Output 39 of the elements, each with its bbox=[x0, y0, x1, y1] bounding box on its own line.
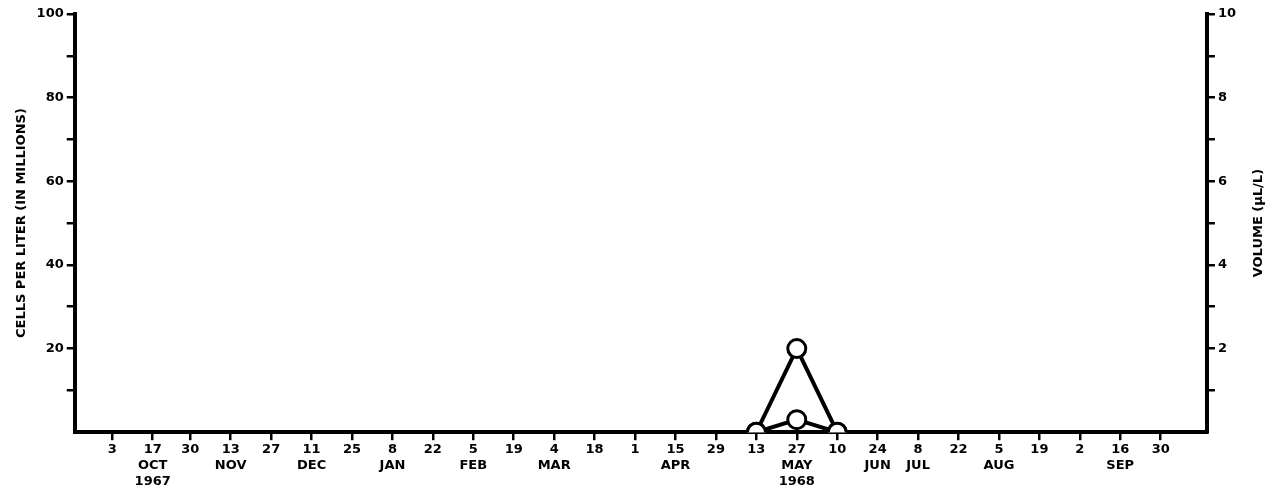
x-tick-label: 5 AUG bbox=[983, 441, 1015, 472]
y-tick-label: 60 bbox=[45, 172, 64, 188]
y2-tick-label: 2 bbox=[1217, 339, 1227, 355]
y-tick-label: 20 bbox=[45, 339, 64, 355]
x-tick-label: 24 JUN bbox=[863, 441, 891, 472]
x-tick-label: 2 bbox=[1075, 441, 1085, 457]
x-tick-label: 5 FEB bbox=[459, 441, 488, 472]
x-tick-label: 3 bbox=[107, 441, 117, 457]
x-tick-label: 16 SEP bbox=[1106, 441, 1135, 472]
x-tick-label: 8 JUL bbox=[905, 441, 930, 472]
x-tick-label: 4 MAR bbox=[537, 441, 571, 472]
y2-tick-label: 6 bbox=[1217, 172, 1227, 188]
x-tick-label: 19 bbox=[1030, 441, 1049, 457]
x-tick-label: 17 OCT 1967 bbox=[134, 441, 171, 488]
x-tick-label: 25 bbox=[342, 441, 362, 457]
x-tick-label: 30 bbox=[1151, 441, 1170, 457]
x-tick-label: 22 bbox=[423, 441, 442, 457]
y2-tick-label: 4 bbox=[1217, 256, 1227, 272]
x-tick-label: 13 NOV bbox=[214, 441, 247, 472]
y2-tick-label: 10 bbox=[1217, 5, 1236, 21]
x-tick-label: 29 bbox=[706, 441, 725, 457]
y-tick-label: 80 bbox=[45, 89, 64, 105]
x-tick-label: 8 JAN bbox=[378, 441, 406, 472]
y2-axis-title: VOLUME (µL/L) bbox=[1250, 168, 1266, 278]
x-tick-label: 19 bbox=[504, 441, 523, 457]
x-tick-label: 10 bbox=[828, 441, 847, 457]
y-tick-label: 100 bbox=[36, 5, 64, 21]
y-axis-title: CELLS PER LITER (IN MILLIONS) bbox=[13, 108, 29, 339]
x-tick-label: 30 bbox=[181, 441, 200, 457]
x-tick-label: 11 DEC bbox=[296, 441, 327, 472]
x-tick-label: 15 APR bbox=[660, 441, 691, 472]
x-tick-label: 13 bbox=[747, 441, 766, 457]
x-tick-label: 18 bbox=[585, 441, 604, 457]
x-tick-label: 27 bbox=[262, 441, 281, 457]
x-tick-label: 1 bbox=[630, 441, 640, 457]
x-tick-label: 22 bbox=[949, 441, 968, 457]
x-tick-label: 27 MAY 1968 bbox=[778, 441, 815, 488]
y-tick-label: 40 bbox=[45, 256, 64, 272]
y2-tick-label: 8 bbox=[1217, 89, 1227, 105]
